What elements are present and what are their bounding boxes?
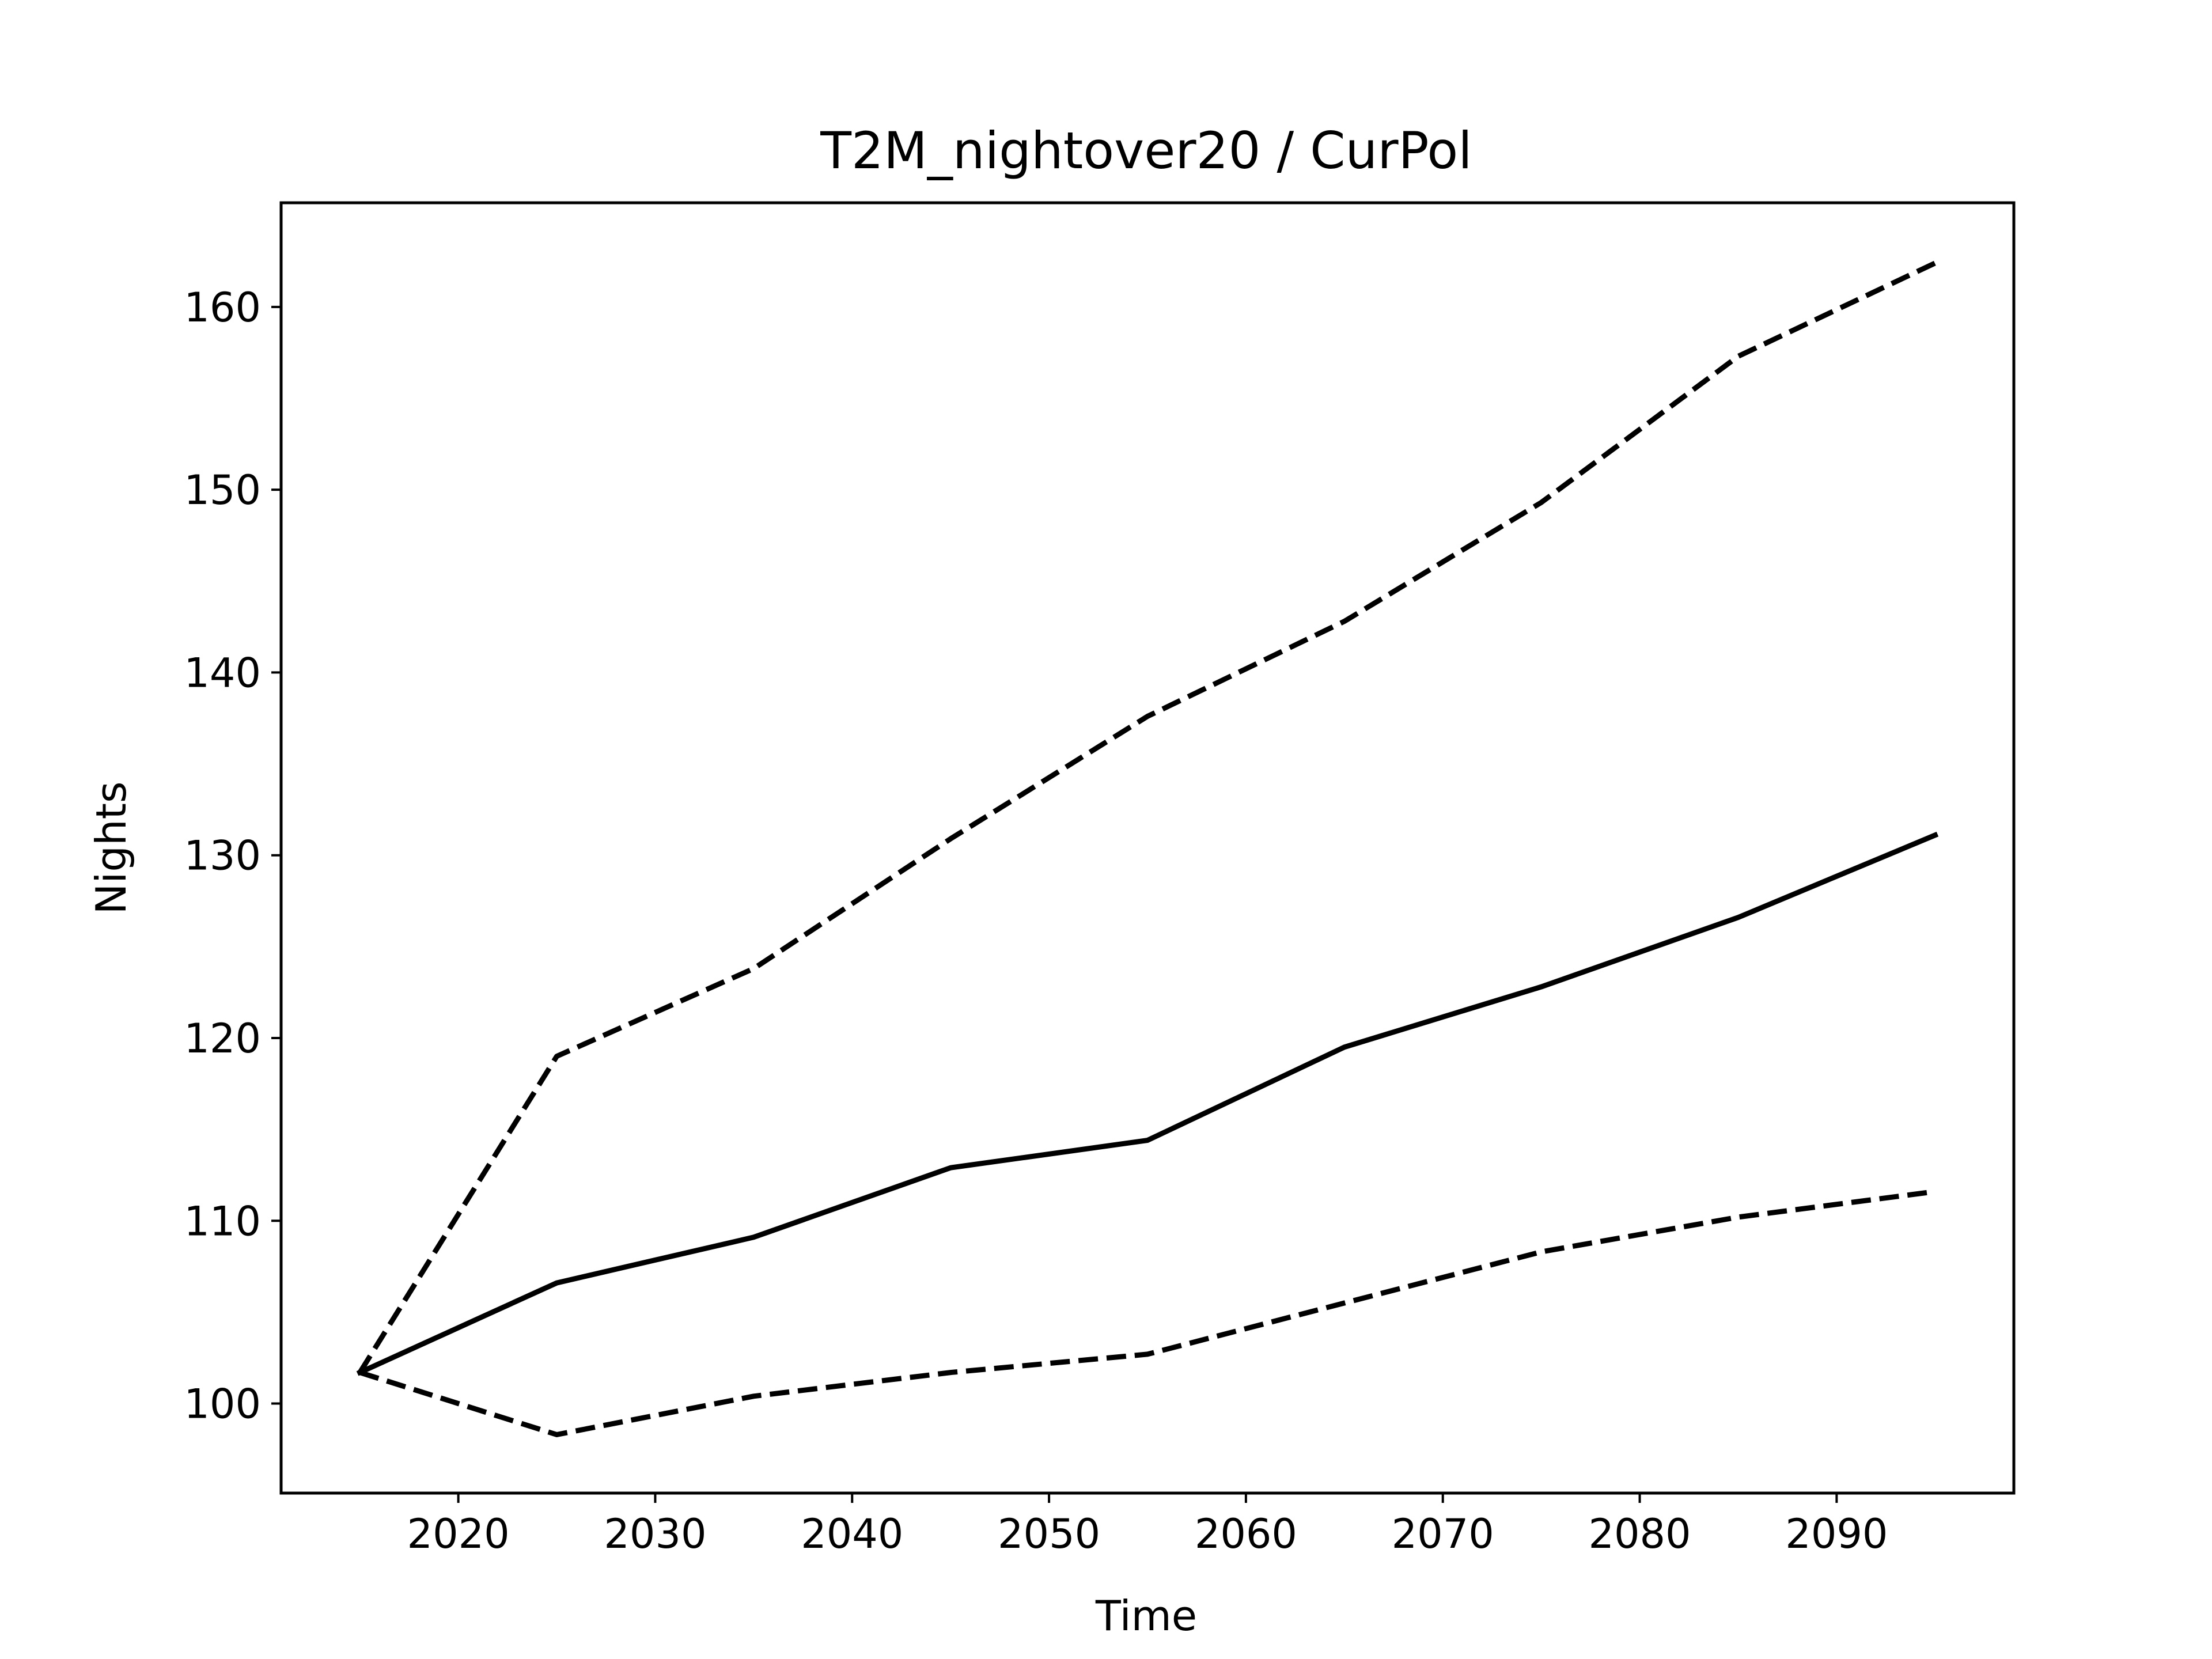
x-axis: 2020 2030 2040 2050 2060 2070 2080 2090	[407, 1493, 1888, 1558]
x-tick-label: 2020	[407, 1510, 510, 1558]
y-tick-label: 110	[184, 1198, 261, 1245]
x-tick-label: 2090	[1785, 1510, 1888, 1558]
x-tick-label: 2080	[1588, 1510, 1691, 1558]
series-line-1-dashed	[357, 260, 1937, 1374]
series-line-2-solid	[356, 831, 1939, 1376]
series-line-3-dashed	[359, 1189, 1936, 1437]
x-axis-label: Time	[1095, 1592, 1197, 1640]
series-layer	[356, 260, 1939, 1437]
y-tick-label: 130	[184, 832, 261, 880]
y-tick-label: 150	[184, 467, 261, 514]
x-tick-label: 2040	[801, 1510, 903, 1558]
y-tick-label: 140	[184, 649, 261, 696]
y-axis: 100 110 120 130 140 150 160	[184, 284, 281, 1428]
x-tick-label: 2050	[998, 1510, 1100, 1558]
y-axis-label: Nights	[87, 782, 135, 915]
chart-title: T2M_nightover20 / CurPol	[820, 121, 1472, 180]
plot-area-frame	[279, 201, 2016, 1495]
x-tick-label: 2060	[1195, 1510, 1297, 1558]
y-tick-label: 120	[184, 1015, 261, 1062]
x-tick-label: 2030	[604, 1510, 706, 1558]
y-tick-label: 160	[184, 284, 261, 331]
x-tick-label: 2070	[1392, 1510, 1494, 1558]
y-tick-label: 100	[184, 1381, 261, 1428]
